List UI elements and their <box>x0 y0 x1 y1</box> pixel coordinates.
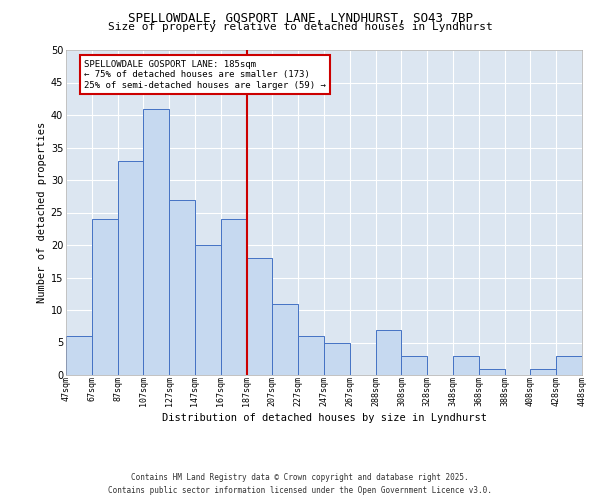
Bar <box>143 108 169 375</box>
Bar <box>221 219 247 375</box>
Bar <box>169 200 195 375</box>
Bar <box>298 336 324 375</box>
Bar <box>479 368 505 375</box>
Bar <box>556 356 582 375</box>
Bar <box>92 219 118 375</box>
Bar <box>401 356 427 375</box>
Bar <box>453 356 479 375</box>
Bar <box>247 258 272 375</box>
Bar <box>376 330 401 375</box>
Bar <box>530 368 556 375</box>
Bar <box>324 342 350 375</box>
Text: Size of property relative to detached houses in Lyndhurst: Size of property relative to detached ho… <box>107 22 493 32</box>
Text: SPELLOWDALE, GOSPORT LANE, LYNDHURST, SO43 7BP: SPELLOWDALE, GOSPORT LANE, LYNDHURST, SO… <box>128 12 473 26</box>
Bar <box>118 160 143 375</box>
Bar <box>195 245 221 375</box>
Text: Contains HM Land Registry data © Crown copyright and database right 2025.
Contai: Contains HM Land Registry data © Crown c… <box>108 474 492 495</box>
Text: SPELLOWDALE GOSPORT LANE: 185sqm
← 75% of detached houses are smaller (173)
25% : SPELLOWDALE GOSPORT LANE: 185sqm ← 75% o… <box>84 60 326 90</box>
Bar <box>66 336 92 375</box>
Bar <box>272 304 298 375</box>
Y-axis label: Number of detached properties: Number of detached properties <box>37 122 47 303</box>
X-axis label: Distribution of detached houses by size in Lyndhurst: Distribution of detached houses by size … <box>161 414 487 424</box>
